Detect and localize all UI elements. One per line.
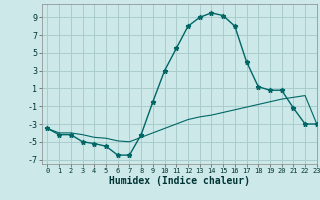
X-axis label: Humidex (Indice chaleur): Humidex (Indice chaleur) <box>109 176 250 186</box>
